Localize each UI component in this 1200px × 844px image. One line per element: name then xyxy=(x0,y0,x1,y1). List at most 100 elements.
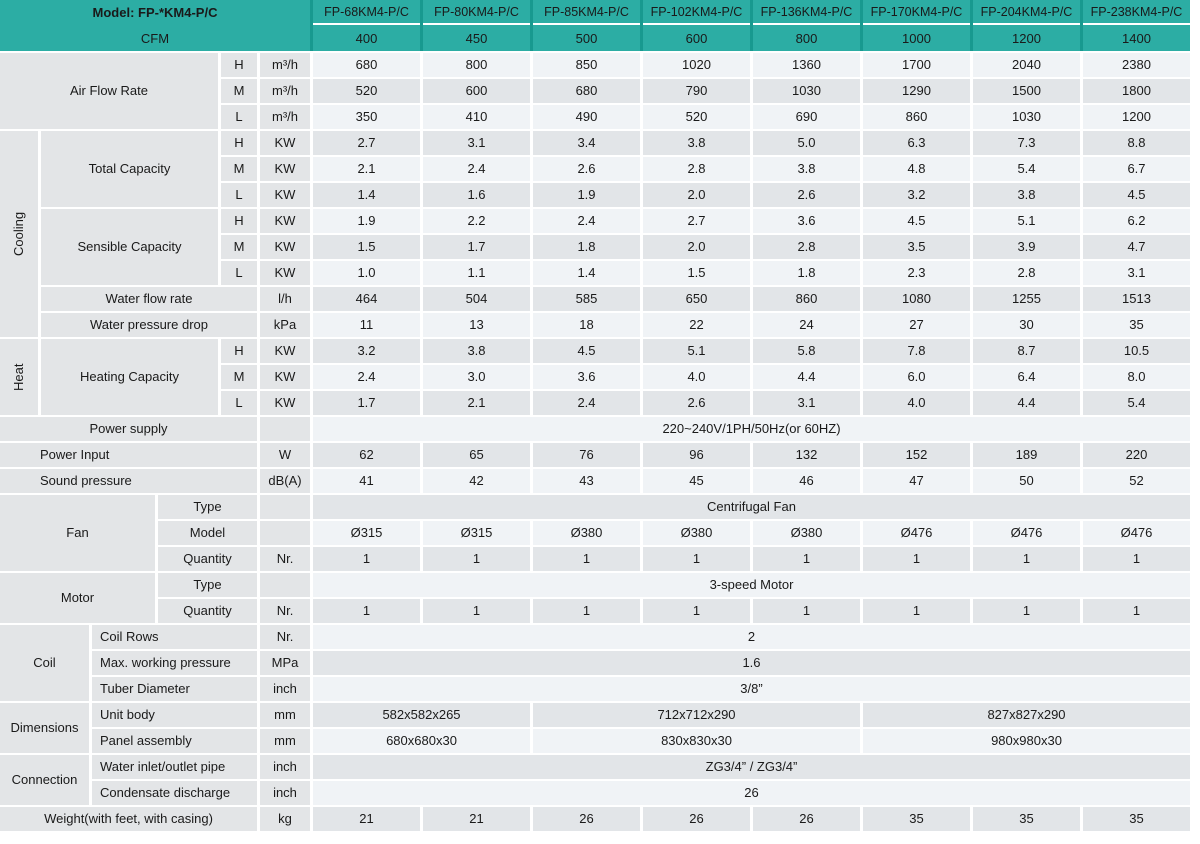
value-cell: 3.6 xyxy=(533,365,640,389)
value-cell: 3.2 xyxy=(863,183,970,207)
unit-label: inch xyxy=(260,677,310,701)
value-cell: 690 xyxy=(753,105,860,129)
value-cell: 24 xyxy=(753,313,860,337)
unit-label: m³/h xyxy=(260,53,310,77)
value-cell: 1080 xyxy=(863,287,970,311)
coil-rows-value: 2 xyxy=(313,625,1190,649)
group-label-cooling: Cooling xyxy=(0,131,38,337)
value-cell: 65 xyxy=(423,443,530,467)
value-cell: 35 xyxy=(973,807,1080,831)
unit-label: KW xyxy=(260,131,310,155)
value-cell: 2.4 xyxy=(533,209,640,233)
model-name: FP-204KM4-P/C xyxy=(973,0,1080,25)
value-cell: 4.5 xyxy=(863,209,970,233)
value-cell: 50 xyxy=(973,469,1080,493)
value-cell: 680x680x30 xyxy=(313,729,530,753)
value-cell: 5.8 xyxy=(753,339,860,363)
value-cell: Ø315 xyxy=(313,521,420,545)
fan-type-value: Centrifugal Fan xyxy=(313,495,1190,519)
model-name: FP-85KM4-P/C xyxy=(533,0,640,25)
value-cell: 1.5 xyxy=(313,235,420,259)
value-cell: 1200 xyxy=(1083,105,1190,129)
value-cell: 21 xyxy=(313,807,420,831)
value-cell: 3.8 xyxy=(643,131,750,155)
value-cell: 45 xyxy=(643,469,750,493)
value-cell: 3.5 xyxy=(863,235,970,259)
value-cell: 18 xyxy=(533,313,640,337)
speed-label: L xyxy=(221,105,257,129)
value-cell: 1030 xyxy=(753,79,860,103)
value-cell: 220 xyxy=(1083,443,1190,467)
value-cell: 490 xyxy=(533,105,640,129)
cfm-value: 500 xyxy=(575,30,598,46)
row-label-max-working-pressure: Max. working pressure xyxy=(92,651,257,675)
value-cell: 1 xyxy=(423,599,530,623)
value-cell: 2.8 xyxy=(753,235,860,259)
value-cell: 3.8 xyxy=(973,183,1080,207)
value-cell: 6.2 xyxy=(1083,209,1190,233)
unit-label-empty xyxy=(260,417,310,441)
value-cell: 2.2 xyxy=(423,209,530,233)
row-label-fan-quantity: Quantity xyxy=(158,547,257,571)
value-cell: 1.6 xyxy=(423,183,530,207)
speed-label: H xyxy=(221,131,257,155)
value-cell: 4.4 xyxy=(973,391,1080,415)
cfm-value: 1400 xyxy=(1122,30,1151,46)
value-cell: 2.4 xyxy=(423,157,530,181)
value-cell: 827x827x290 xyxy=(863,703,1190,727)
value-cell: 1020 xyxy=(643,53,750,77)
speed-label: L xyxy=(221,183,257,207)
value-cell: 2380 xyxy=(1083,53,1190,77)
value-cell: 4.0 xyxy=(863,391,970,415)
row-label-panel-assembly: Panel assembly xyxy=(92,729,257,753)
value-cell: 2040 xyxy=(973,53,1080,77)
spec-table: Model: FP-*KM4-P/C CFM FP-68KM4-P/C 400 … xyxy=(0,0,1190,831)
value-cell: 5.4 xyxy=(973,157,1080,181)
value-cell: 800 xyxy=(423,53,530,77)
value-cell: 2.6 xyxy=(753,183,860,207)
group-label-fan: Fan xyxy=(0,495,155,571)
value-cell: 1.5 xyxy=(643,261,750,285)
value-cell: 1290 xyxy=(863,79,970,103)
cfm-value: 800 xyxy=(795,30,818,46)
value-cell: 35 xyxy=(1083,313,1190,337)
value-cell: 152 xyxy=(863,443,970,467)
row-label-sound-pressure: Sound pressure xyxy=(0,469,257,493)
value-cell: 13 xyxy=(423,313,530,337)
model-column-header: FP-204KM4-P/C 1200 xyxy=(973,0,1080,51)
value-cell: 1700 xyxy=(863,53,970,77)
value-cell: 1 xyxy=(533,599,640,623)
value-cell: 600 xyxy=(423,79,530,103)
group-label-dimensions: Dimensions xyxy=(0,703,89,753)
value-cell: 1.9 xyxy=(533,183,640,207)
value-cell: 680 xyxy=(313,53,420,77)
value-cell: 2.1 xyxy=(313,157,420,181)
value-cell: 4.8 xyxy=(863,157,970,181)
value-cell: 2.7 xyxy=(313,131,420,155)
speed-label: M xyxy=(221,79,257,103)
value-cell: 2.8 xyxy=(973,261,1080,285)
unit-label: MPa xyxy=(260,651,310,675)
value-cell: 3.1 xyxy=(753,391,860,415)
value-cell: Ø380 xyxy=(533,521,640,545)
unit-label: KW xyxy=(260,339,310,363)
value-cell: 8.8 xyxy=(1083,131,1190,155)
row-label-coil-rows: Coil Rows xyxy=(92,625,257,649)
unit-label: KW xyxy=(260,209,310,233)
value-cell: 46 xyxy=(753,469,860,493)
unit-label: Nr. xyxy=(260,547,310,571)
row-label-fan-type: Type xyxy=(158,495,257,519)
value-cell: 650 xyxy=(643,287,750,311)
group-label-coil: Coil xyxy=(0,625,89,701)
model-name: FP-102KM4-P/C xyxy=(643,0,750,25)
unit-label: m³/h xyxy=(260,105,310,129)
value-cell: 2.7 xyxy=(643,209,750,233)
speed-label: H xyxy=(221,339,257,363)
motor-type-value: 3-speed Motor xyxy=(313,573,1190,597)
value-cell: 30 xyxy=(973,313,1080,337)
water-inlet-outlet-value: ZG3/4” / ZG3/4” xyxy=(313,755,1190,779)
row-label-fan-model: Model xyxy=(158,521,257,545)
value-cell: 1 xyxy=(753,547,860,571)
value-cell: 21 xyxy=(423,807,530,831)
value-cell: 6.4 xyxy=(973,365,1080,389)
